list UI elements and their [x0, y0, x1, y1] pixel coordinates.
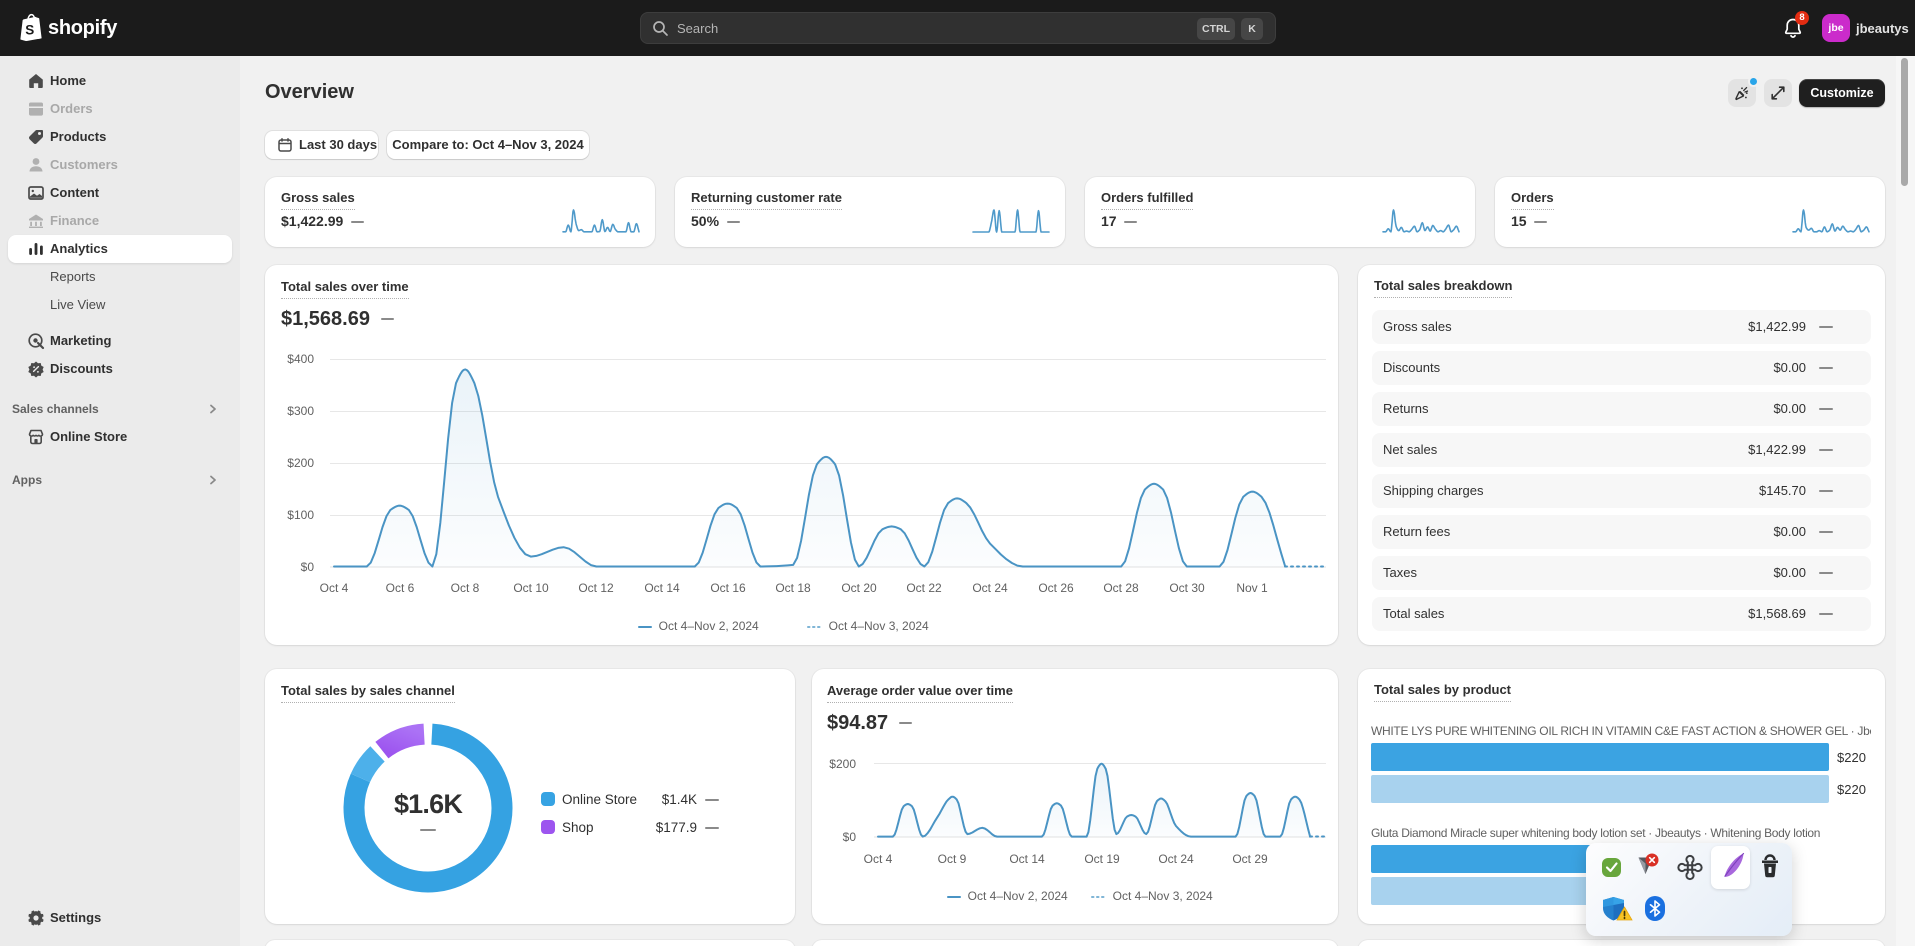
- svg-text:S: S: [25, 23, 34, 38]
